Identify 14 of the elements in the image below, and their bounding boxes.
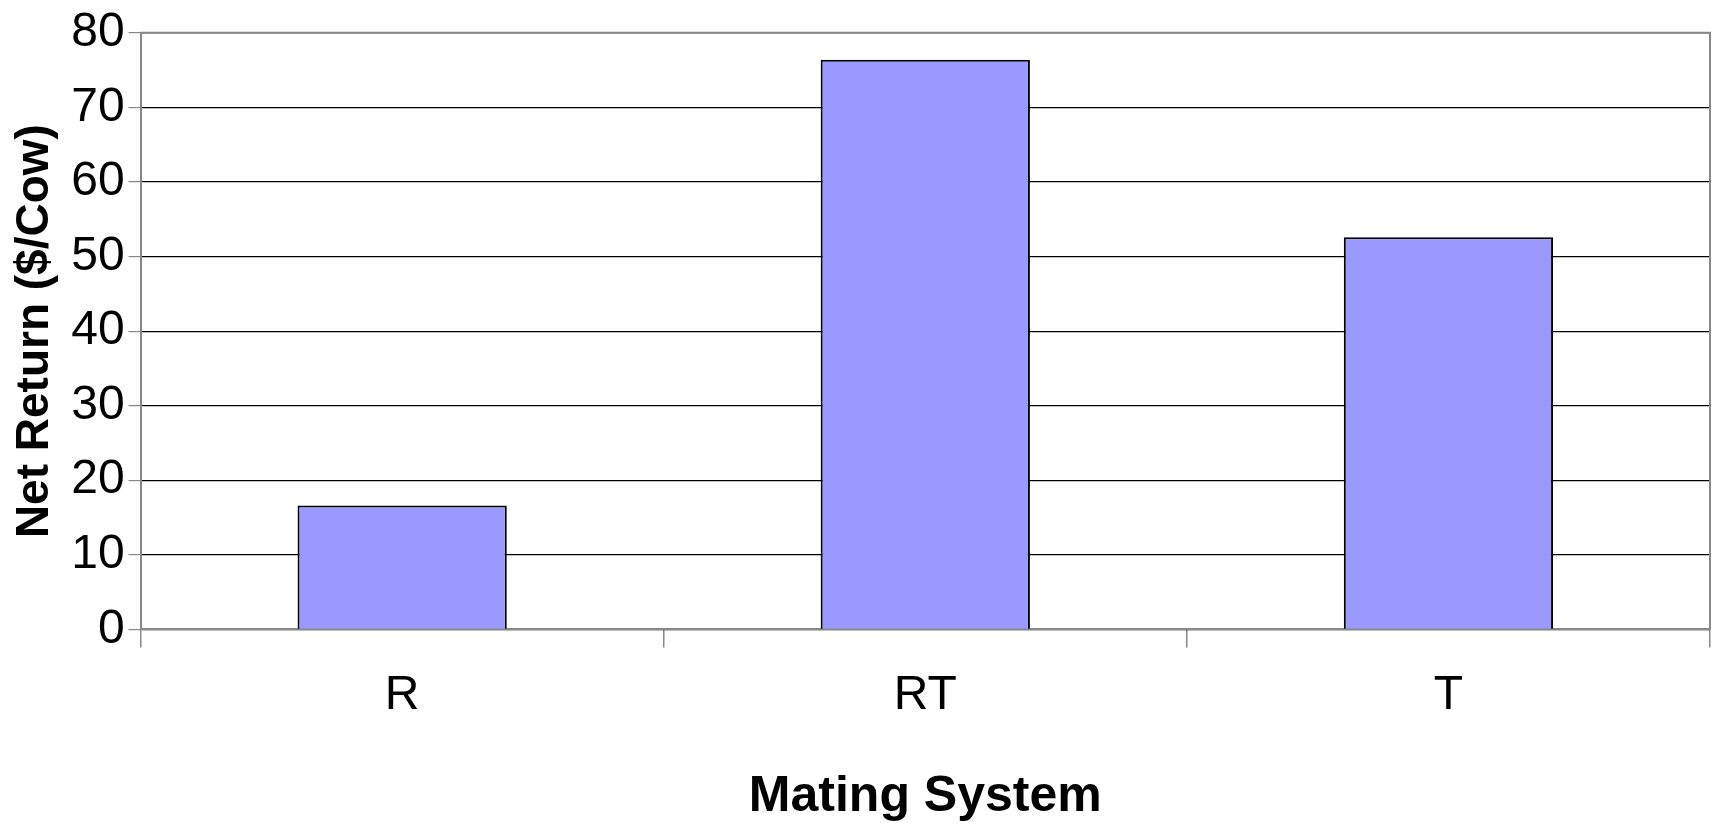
x-tick-label: RT	[893, 666, 957, 720]
y-tick-label: 10	[71, 525, 125, 579]
y-tick-label: 30	[71, 375, 125, 429]
y-tick-label: 80	[71, 3, 125, 57]
x-axis-title: Mating System	[748, 765, 1102, 822]
y-axis-title: Net Return ($/Cow)	[6, 124, 59, 539]
x-tick-label: T	[1433, 666, 1464, 720]
y-tick-label: 60	[71, 152, 125, 206]
y-tick-label: 70	[71, 77, 125, 131]
y-tick-label: 0	[97, 599, 125, 653]
y-tick-label: 50	[71, 226, 125, 280]
x-tick-label: R	[384, 666, 420, 720]
y-tick-label: 20	[71, 450, 125, 504]
y-tick-label: 40	[71, 301, 125, 355]
